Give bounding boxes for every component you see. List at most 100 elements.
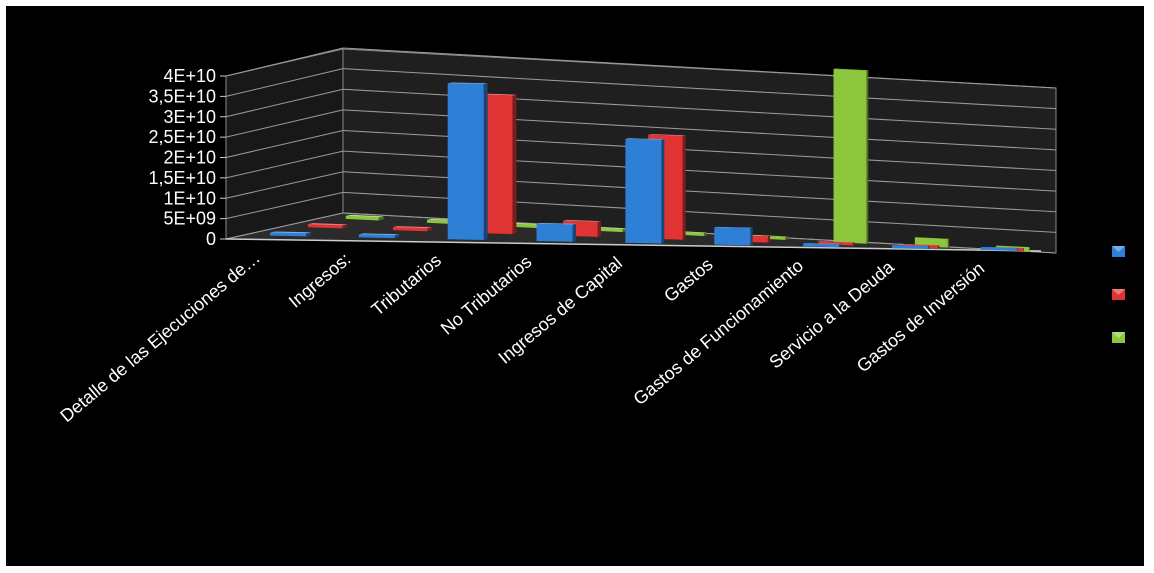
bar-top [563, 219, 602, 222]
y-tick-label: 4E+10 [163, 66, 216, 86]
bar-top [803, 243, 842, 245]
chart-frame: 0 5E+09 1E+10 1,5E+10 2E+10 2,5E+10 3E+10 3,5E+… [6, 6, 1144, 566]
bar-side [785, 236, 788, 240]
bar-side [512, 94, 517, 235]
bar-side [839, 243, 842, 248]
bar-side [378, 216, 384, 221]
bar-side [597, 221, 602, 237]
bar-front [447, 83, 484, 240]
bar-0-3 [536, 222, 577, 242]
column-chart-3d: 05E+091E+101,5E+102E+102,5E+103E+103,5E+… [56, 47, 1125, 426]
bar-side [852, 242, 855, 246]
bar-top [447, 82, 488, 85]
legend [1112, 246, 1125, 343]
x-axis-labels: Detalle de las Ejecuciones de… Ingresos: T… [56, 247, 988, 426]
bar-front [980, 247, 1017, 251]
bar-top [988, 246, 1024, 249]
y-tick-label: 1,5E+10 [148, 168, 216, 188]
gridline-side [225, 130, 344, 158]
x-category-label: Detalle de las Ejecuciones de… [56, 247, 264, 426]
gridline-side [225, 47, 344, 77]
y-axis-ticks: 05E+091E+101,5E+102E+102,5E+103E+103,5E+… [148, 66, 216, 249]
bar-top [345, 214, 384, 218]
bar-side [427, 227, 432, 232]
bar-top [714, 226, 753, 229]
bar-front [536, 223, 573, 242]
bar-top [358, 233, 400, 236]
bar-0-4 [625, 138, 665, 244]
legend-swatch-top [1112, 289, 1125, 295]
bar-2-0 [345, 214, 384, 221]
bar-front [358, 234, 395, 239]
bar-front [345, 215, 379, 221]
y-tick-label: 1E+10 [163, 188, 216, 208]
y-tick-label: 0 [206, 229, 216, 249]
bar-front [625, 138, 662, 244]
bar-0-0 [269, 231, 312, 237]
x-axis-line [225, 238, 1042, 252]
x-category-label: Gastos [660, 254, 717, 306]
gridline-side [225, 109, 344, 138]
bar-0-5 [714, 226, 753, 246]
bar-side [572, 223, 577, 242]
bar-side [305, 232, 312, 237]
bar-side [1029, 247, 1030, 252]
bar-top [833, 68, 869, 71]
legend-key-0 [1112, 246, 1125, 257]
gridline-back [342, 47, 1057, 89]
y-tick-label: 2,5E+10 [148, 127, 216, 147]
bar-front [714, 227, 751, 246]
bar-side [703, 232, 707, 236]
gridline-side [225, 88, 344, 118]
bar-side [483, 83, 488, 240]
bar-0-6 [803, 243, 842, 248]
bar-top [648, 134, 686, 136]
bar-top [903, 243, 940, 246]
bar-top [625, 138, 665, 140]
bar-top [914, 237, 950, 239]
gridline-back [342, 68, 1057, 110]
bar-front [833, 68, 867, 244]
y-tick-label: 2E+10 [163, 148, 216, 168]
bar-top [980, 247, 1018, 248]
bar-top [269, 231, 312, 234]
bar-front [891, 245, 928, 249]
bar-top [307, 223, 348, 226]
bar-side [342, 224, 348, 229]
legend-key-1 [1112, 289, 1125, 300]
bar-side [937, 245, 940, 249]
gridline-side [225, 171, 344, 199]
bar-side [866, 70, 869, 244]
bar-top [818, 241, 855, 243]
bar-top [508, 222, 546, 226]
bar-side [1022, 248, 1024, 252]
bar-side [750, 227, 753, 246]
bar-side [947, 238, 950, 248]
bar-0-8 [980, 247, 1018, 251]
bar-top [891, 245, 930, 246]
x-category-label: No Tributarios [437, 251, 536, 338]
legend-key-2 [1112, 332, 1125, 343]
bar-0-7 [891, 245, 930, 249]
bar-1-1 [392, 226, 432, 232]
bar-front [803, 243, 840, 248]
y-tick-label: 3E+10 [163, 107, 216, 127]
gridline-side [225, 150, 344, 179]
bar-front [392, 227, 428, 232]
bar-side [767, 235, 771, 243]
bars [269, 68, 1030, 252]
x-category-label: Tributarios [367, 250, 444, 320]
bar-front [508, 223, 542, 229]
bar-top [536, 222, 577, 225]
x-category-label: Ingresos: [285, 249, 355, 312]
y-tick-label: 3,5E+10 [148, 86, 216, 106]
bar-side [394, 234, 400, 239]
bar-side [622, 228, 627, 233]
bar-side [661, 139, 665, 244]
bar-top [392, 226, 432, 229]
bar-top [996, 245, 1030, 248]
bar-front [307, 224, 343, 229]
gridline-side [225, 212, 344, 240]
bar-2-6 [833, 68, 869, 244]
x-category-label: Gastos de Funcionamiento [630, 255, 808, 409]
